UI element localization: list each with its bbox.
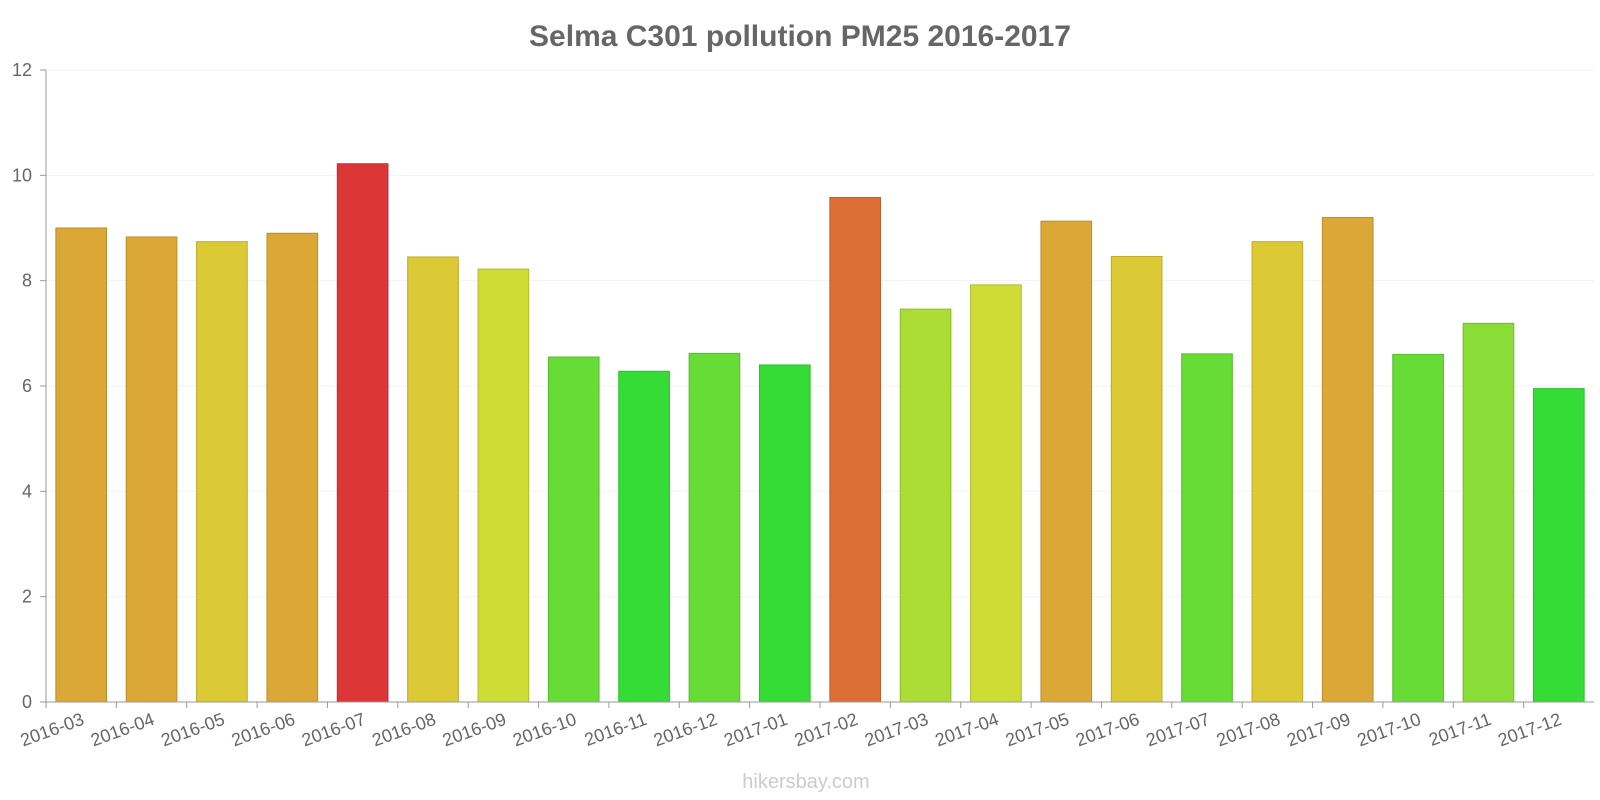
x-tick-label: 2017-07 [1143,709,1212,750]
bar-2016-07[interactable] [336,163,389,703]
bar-2016-06[interactable] [266,232,319,703]
x-tick-label: 2016-03 [18,709,87,750]
bar-2017-01[interactable] [758,364,811,703]
bar-2017-06[interactable] [1110,255,1163,703]
x-tick-label: 2017-03 [862,709,931,750]
x-tick-label: 2016-04 [88,709,157,750]
chart-title: Selma C301 pollution PM25 2016-2017 [529,20,1071,53]
bar-2016-08[interactable] [407,256,459,703]
x-tick-label: 2016-05 [158,709,227,750]
y-tick-label: 6 [22,376,32,396]
x-tick-labels: 2016-03 2016-04 2016-05 2016-06 2016-07 2016-… [18,702,1564,750]
x-tick-label: 2017-02 [792,709,861,750]
bars [55,163,1585,703]
bar-2017-10[interactable] [1392,353,1444,703]
bar-2016-11[interactable] [618,370,670,703]
x-tick-label: 2016-10 [510,709,579,750]
bar-2017-05[interactable] [1040,220,1093,703]
y-tick-label: 10 [12,165,32,185]
x-tick-label: 2017-10 [1355,709,1424,750]
x-tick-label: 2016-07 [299,709,368,750]
y-tick-label: 8 [22,271,32,291]
x-tick-label: 2016-12 [651,709,720,750]
bar-2017-08[interactable] [1251,241,1304,703]
x-tick-label: 2017-12 [1495,709,1564,750]
bar-2016-12[interactable] [688,352,741,703]
credit-text[interactable]: hikersbay.com [742,771,869,793]
bar-2017-12[interactable] [1532,388,1585,703]
bar-2016-10[interactable] [547,356,600,703]
bar-2017-07[interactable] [1181,353,1233,703]
bar-2016-05[interactable] [196,241,248,703]
x-tick-label: 2017-08 [1214,709,1283,750]
y-tick-label: 2 [22,587,32,607]
y-tick-label: 4 [22,481,32,501]
bar-2016-04[interactable] [125,236,178,703]
x-tick-label: 2017-09 [1284,709,1353,750]
x-tick-label: 2017-04 [932,709,1001,750]
y-tick-label: 0 [22,692,32,712]
bar-2017-11[interactable] [1462,322,1515,703]
x-tick-label: 2016-06 [229,709,298,750]
x-tick-label: 2016-11 [582,709,650,750]
y-tick-label: 12 [12,60,32,80]
x-tick-label: 2017-11 [1426,709,1494,750]
y-tick-labels: 0 2 4 6 8 10 12 [12,60,46,712]
bar-2017-04[interactable] [970,284,1022,703]
bar-2016-03[interactable] [55,227,108,703]
x-tick-label: 2016-08 [369,709,438,750]
bar-2017-09[interactable] [1321,216,1374,703]
x-tick-label: 2017-05 [1003,709,1072,750]
bar-2016-09[interactable] [477,268,530,703]
bar-2017-02[interactable] [829,196,882,703]
x-tick-label: 2017-01 [721,709,790,750]
x-tick-label: 2016-09 [440,709,509,750]
x-tick-label: 2017-06 [1073,709,1142,750]
bar-2017-03[interactable] [899,308,952,703]
